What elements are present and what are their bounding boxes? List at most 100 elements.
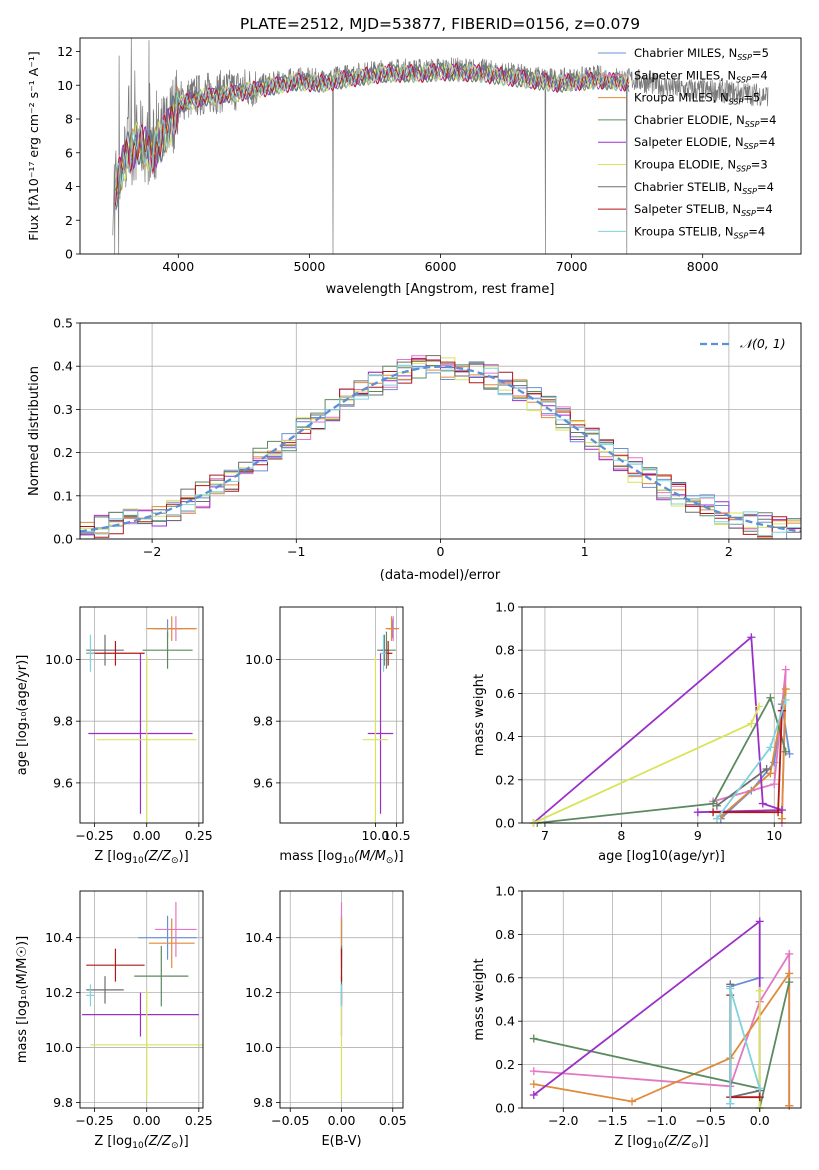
y-tick-label: 9.6 [253, 775, 273, 790]
y-tick-label: 0.2 [53, 445, 73, 460]
legend-label: Chabrier ELODIE, NSSP=4 [634, 113, 776, 129]
x-tick-label: 2 [725, 544, 733, 559]
x-tick-label: 6000 [425, 259, 457, 274]
x-tick-label: −0.5 [695, 1113, 725, 1128]
weight-marker [712, 801, 721, 810]
spectrum-plot: 4000 5000 6000 7000 8000 0 2 4 6 8 10 12 wavelength … [26, 37, 802, 297]
weight-marker [770, 780, 779, 789]
plot-content [82, 901, 203, 1100]
y-tick-label: 10.2 [245, 985, 273, 1000]
legend-label: Chabrier STELIB, NSSP=4 [634, 180, 774, 196]
plot-content [86, 616, 197, 823]
legend-label: Salpeter ELODIE, NSSP=4 [634, 135, 775, 151]
x-tick-label: 1 [581, 544, 589, 559]
y-tick-label: 4 [65, 179, 73, 194]
weight-marker [712, 814, 721, 823]
y-tick-label: 9.8 [253, 1095, 273, 1110]
y-tick-label: 1.0 [495, 600, 515, 615]
y-tick-label: 0.4 [53, 359, 73, 374]
y-axis-label: Normed distribution [27, 366, 42, 496]
y-tick-label: 8 [65, 112, 73, 127]
spectrum-model-line [115, 63, 630, 186]
legend-label: Salpeter MILES, NSSP=4 [634, 68, 768, 84]
x-tick-label: −0.25 [75, 1113, 113, 1128]
x-tick-label: −1 [287, 544, 305, 559]
x-tick-label: 0 [437, 544, 445, 559]
weight-marker [529, 1090, 538, 1099]
weight-series-line [533, 706, 760, 824]
weight-marker [755, 986, 764, 995]
weight-marker [781, 665, 790, 674]
legend-label: Kroupa ELODIE, NSSP=3 [634, 158, 768, 174]
weight-marker [758, 799, 767, 808]
weight-marker [726, 1099, 735, 1108]
weight-marker [766, 743, 775, 752]
x-axis-label: Z [log10(Z/Z⊙)] [614, 1134, 708, 1151]
x-tick-label: 0.00 [133, 828, 161, 843]
axes-frame [521, 606, 802, 824]
y-tick-label: 0.8 [495, 927, 515, 942]
plot-content [529, 917, 794, 1112]
x-tick-label: −1.5 [597, 1113, 627, 1128]
y-tick-label: 12 [57, 44, 73, 59]
x-tick-label: 5000 [294, 259, 326, 274]
y-axis-label: mass weight [472, 674, 487, 756]
weight-marker [781, 747, 790, 756]
weight-series-line [716, 768, 768, 807]
figure-title: PLATE=2512, MJD=53877, FIBERID=0156, z=0… [240, 15, 640, 33]
weight-marker [754, 702, 763, 711]
legend-label: Kroupa STELIB, NSSP=4 [634, 224, 765, 240]
weight-marker [781, 695, 790, 704]
weight-marker [747, 719, 756, 728]
y-tick-label: 10.4 [45, 930, 73, 945]
weight-marker [762, 765, 771, 773]
x-tick-label: 10.0 [362, 828, 390, 843]
plot-content [112, 38, 769, 254]
y-tick-label: 0.6 [495, 970, 515, 985]
y-tick-label: 0.0 [53, 532, 73, 547]
y-tick-label: 1.0 [495, 884, 515, 899]
y-tick-label: 0.3 [53, 402, 73, 417]
weight-marker [693, 808, 702, 817]
grid-layer [80, 607, 203, 823]
weight-vs-metallicity-plot: −2.0 −1.5 −1.0 −0.5 0.0 0.0 0.2 0.4 0.6 0.8 1.0 Z [… [472, 884, 802, 1151]
y-tick-label: 0 [65, 247, 73, 262]
x-tick-label: −1.0 [646, 1113, 676, 1128]
x-tick-label: 0.25 [185, 1113, 213, 1128]
x-tick-label: −2 [143, 544, 161, 559]
weight-marker [777, 814, 786, 823]
y-axis-label: mass weight [472, 958, 487, 1040]
y-tick-label: 10.0 [45, 1040, 73, 1055]
x-tick-label: 10 [766, 828, 782, 843]
x-tick-label: 7000 [556, 259, 588, 274]
y-axis-label: age [log₁₀(age/yr)] [15, 655, 30, 776]
y-tick-label: 10.0 [245, 1040, 273, 1055]
mass-vs-ebv-plot: −0.05 0.00 0.05 9.8 10.0 10.2 10.4 E(B-V) [245, 890, 407, 1149]
legend-label: Salpeter STELIB, NSSP=4 [634, 202, 773, 218]
histogram-step [80, 355, 801, 539]
legend-label: Kroupa MILES, NSSP=5 [634, 91, 760, 107]
y-tick-label: 0.2 [495, 772, 515, 787]
weight-series-line [533, 919, 761, 1098]
x-axis-label: Z [log10(Z/Z⊙)] [94, 1134, 188, 1151]
histogram-step [80, 355, 801, 539]
axes-frame [279, 606, 404, 824]
x-tick-label: 0.05 [379, 1113, 407, 1128]
y-tick-label: 0.5 [53, 316, 73, 331]
y-tick-label: 0.8 [495, 643, 515, 658]
y-tick-label: 0.0 [495, 816, 515, 831]
weight-vs-age-plot: 7 8 9 10 0.0 0.2 0.4 0.6 0.8 1.0 age [log10(age/yr… [472, 600, 802, 864]
x-tick-label: 4000 [162, 259, 194, 274]
y-tick-label: 0.6 [495, 686, 515, 701]
weight-marker [785, 949, 794, 958]
weight-marker [747, 633, 756, 642]
mass-vs-metallicity-plot: −0.25 0.00 0.25 9.8 10.0 10.2 10.4 Z [log10(Z/Z… [15, 890, 213, 1151]
weight-marker [755, 917, 764, 926]
age-vs-metallicity-plot: −0.25 0.00 0.25 9.6 9.8 10.0 Z [log10(Z/Z⊙)] ag… [15, 606, 213, 866]
x-axis-label: E(B-V) [321, 1134, 361, 1149]
weight-marker [755, 1084, 764, 1093]
plot-content [80, 355, 801, 539]
spectrum-data-line [112, 38, 769, 254]
